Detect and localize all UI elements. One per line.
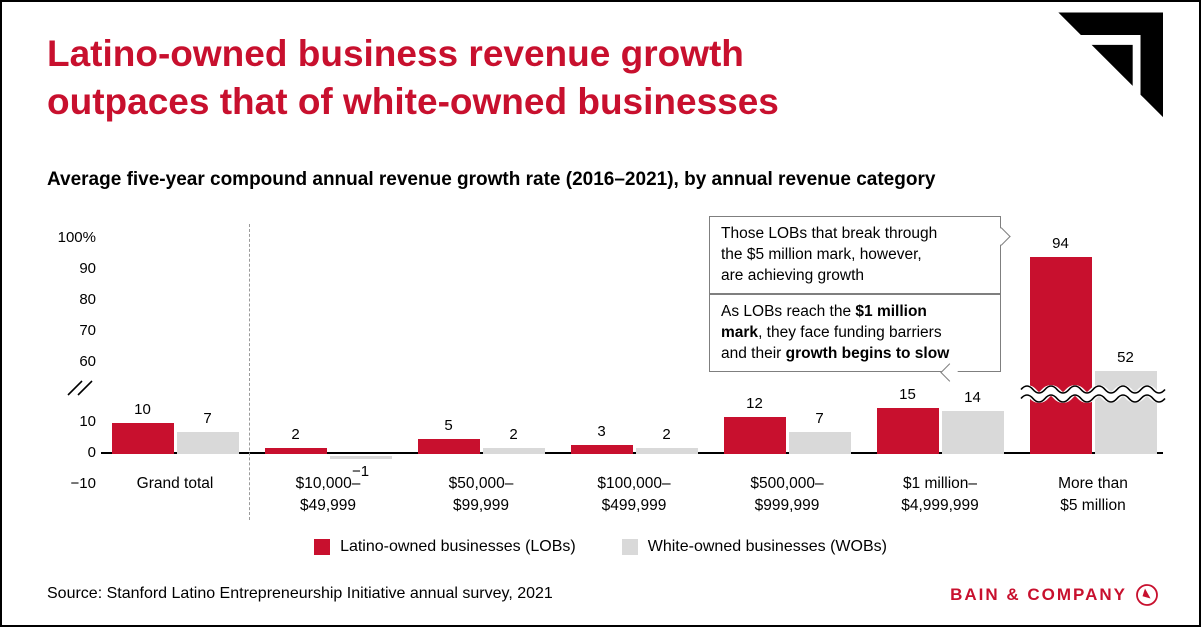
page-title: Latino-owned business revenue growth out…	[47, 30, 927, 126]
bar-lob-0	[111, 423, 174, 454]
category-label: $50,000– $99,999	[448, 475, 514, 514]
category-label: $500,000– $999,999	[750, 475, 824, 514]
page-title-line-1: Latino-owned business revenue growth	[47, 33, 744, 74]
callout-5-million-growth: Those LOBs that break through the $5 mill…	[709, 216, 1011, 295]
bar-wob-1	[329, 456, 392, 460]
y-axis-tick: 10	[79, 413, 96, 430]
category-label: More than $5 million	[1058, 475, 1128, 514]
y-axis-tick: 90	[79, 259, 96, 277]
legend-swatch-lob	[314, 539, 331, 555]
y-axis-tick: −10	[70, 475, 96, 492]
arrow-mark-icon	[1058, 12, 1163, 118]
y-axis-tick: 70	[79, 321, 96, 339]
brand-text: BAIN & COMPANY	[950, 585, 1127, 604]
category-label: $1 million– $4,999,999	[901, 475, 979, 514]
bar-value-label: 7	[815, 410, 824, 428]
bain-arrow-logo	[1031, 12, 1163, 155]
bar-value-label: 2	[509, 425, 518, 443]
bar-wob-5	[941, 410, 1004, 454]
category-label: $10,000– $49,999	[295, 475, 361, 514]
callout-text: Those LOBs that break through the $5 mill…	[721, 225, 938, 284]
bar-wob-2	[482, 447, 545, 454]
bain-emblem-icon	[1136, 584, 1158, 606]
y-axis-tick: 80	[79, 290, 96, 308]
bar-lob-1	[264, 447, 327, 454]
bar-value-label: 14	[964, 388, 981, 406]
bar-wob-0	[176, 432, 239, 454]
bar-value-label: 52	[1117, 348, 1134, 366]
bar-wob-6	[1094, 370, 1157, 454]
bar-value-label: 12	[746, 394, 763, 412]
source-note: Source: Stanford Latino Entrepreneurship…	[47, 585, 553, 602]
bar-value-label: 5	[444, 416, 453, 434]
bar-value-label: 7	[203, 410, 212, 428]
bar-lob-6	[1029, 257, 1092, 454]
bar-value-label: 10	[134, 401, 151, 418]
bar-value-label: 94	[1052, 235, 1069, 253]
category-label: $100,000– $499,999	[597, 475, 671, 514]
y-axis-tick: 60	[79, 352, 96, 370]
y-axis-break-icon	[67, 380, 93, 396]
bar-lob-3	[570, 444, 633, 454]
bain-wordmark: BAIN & COMPANY	[950, 583, 1159, 607]
bar-wob-3	[635, 447, 698, 454]
bar-wob-4	[788, 432, 851, 454]
legend-label-wob: White-owned businesses (WOBs)	[647, 538, 887, 555]
category-label: Grand total	[136, 475, 214, 492]
bar-value-label: 2	[662, 425, 671, 443]
grand-total-separator-line	[249, 224, 250, 520]
chart-subtitle: Average five-year compound annual revenu…	[47, 169, 936, 190]
bar-lob-4	[723, 416, 786, 454]
bar-value-label: −1	[351, 463, 370, 481]
callout-1-million-barriers: As LOBs reach the $1 million mark, they f…	[709, 294, 1001, 382]
page-title-line-2: outpaces that of white-owned businesses	[47, 81, 779, 123]
y-axis-tick: 100%	[57, 228, 96, 246]
y-axis-tick: 0	[87, 444, 96, 461]
legend-label-lob: Latino-owned businesses (LOBs)	[340, 538, 576, 555]
bar-lob-5	[876, 407, 939, 454]
bar-value-label: 15	[899, 385, 916, 403]
bar-value-label: 2	[291, 425, 300, 443]
bar-break-wave-icon	[1020, 385, 1168, 403]
legend-item-lob: Latino-owned businesses (LOBs)	[314, 538, 576, 556]
legend-item-wob: White-owned businesses (WOBs)	[621, 538, 887, 556]
bar-value-label: 3	[597, 422, 606, 440]
bar-lob-2	[417, 438, 480, 454]
callout-text: As LOBs reach the $1 million mark, they f…	[721, 303, 950, 362]
legend-swatch-wob	[621, 539, 638, 555]
chart-legend: Latino-owned businesses (LOBs) White-own…	[2, 538, 1199, 556]
